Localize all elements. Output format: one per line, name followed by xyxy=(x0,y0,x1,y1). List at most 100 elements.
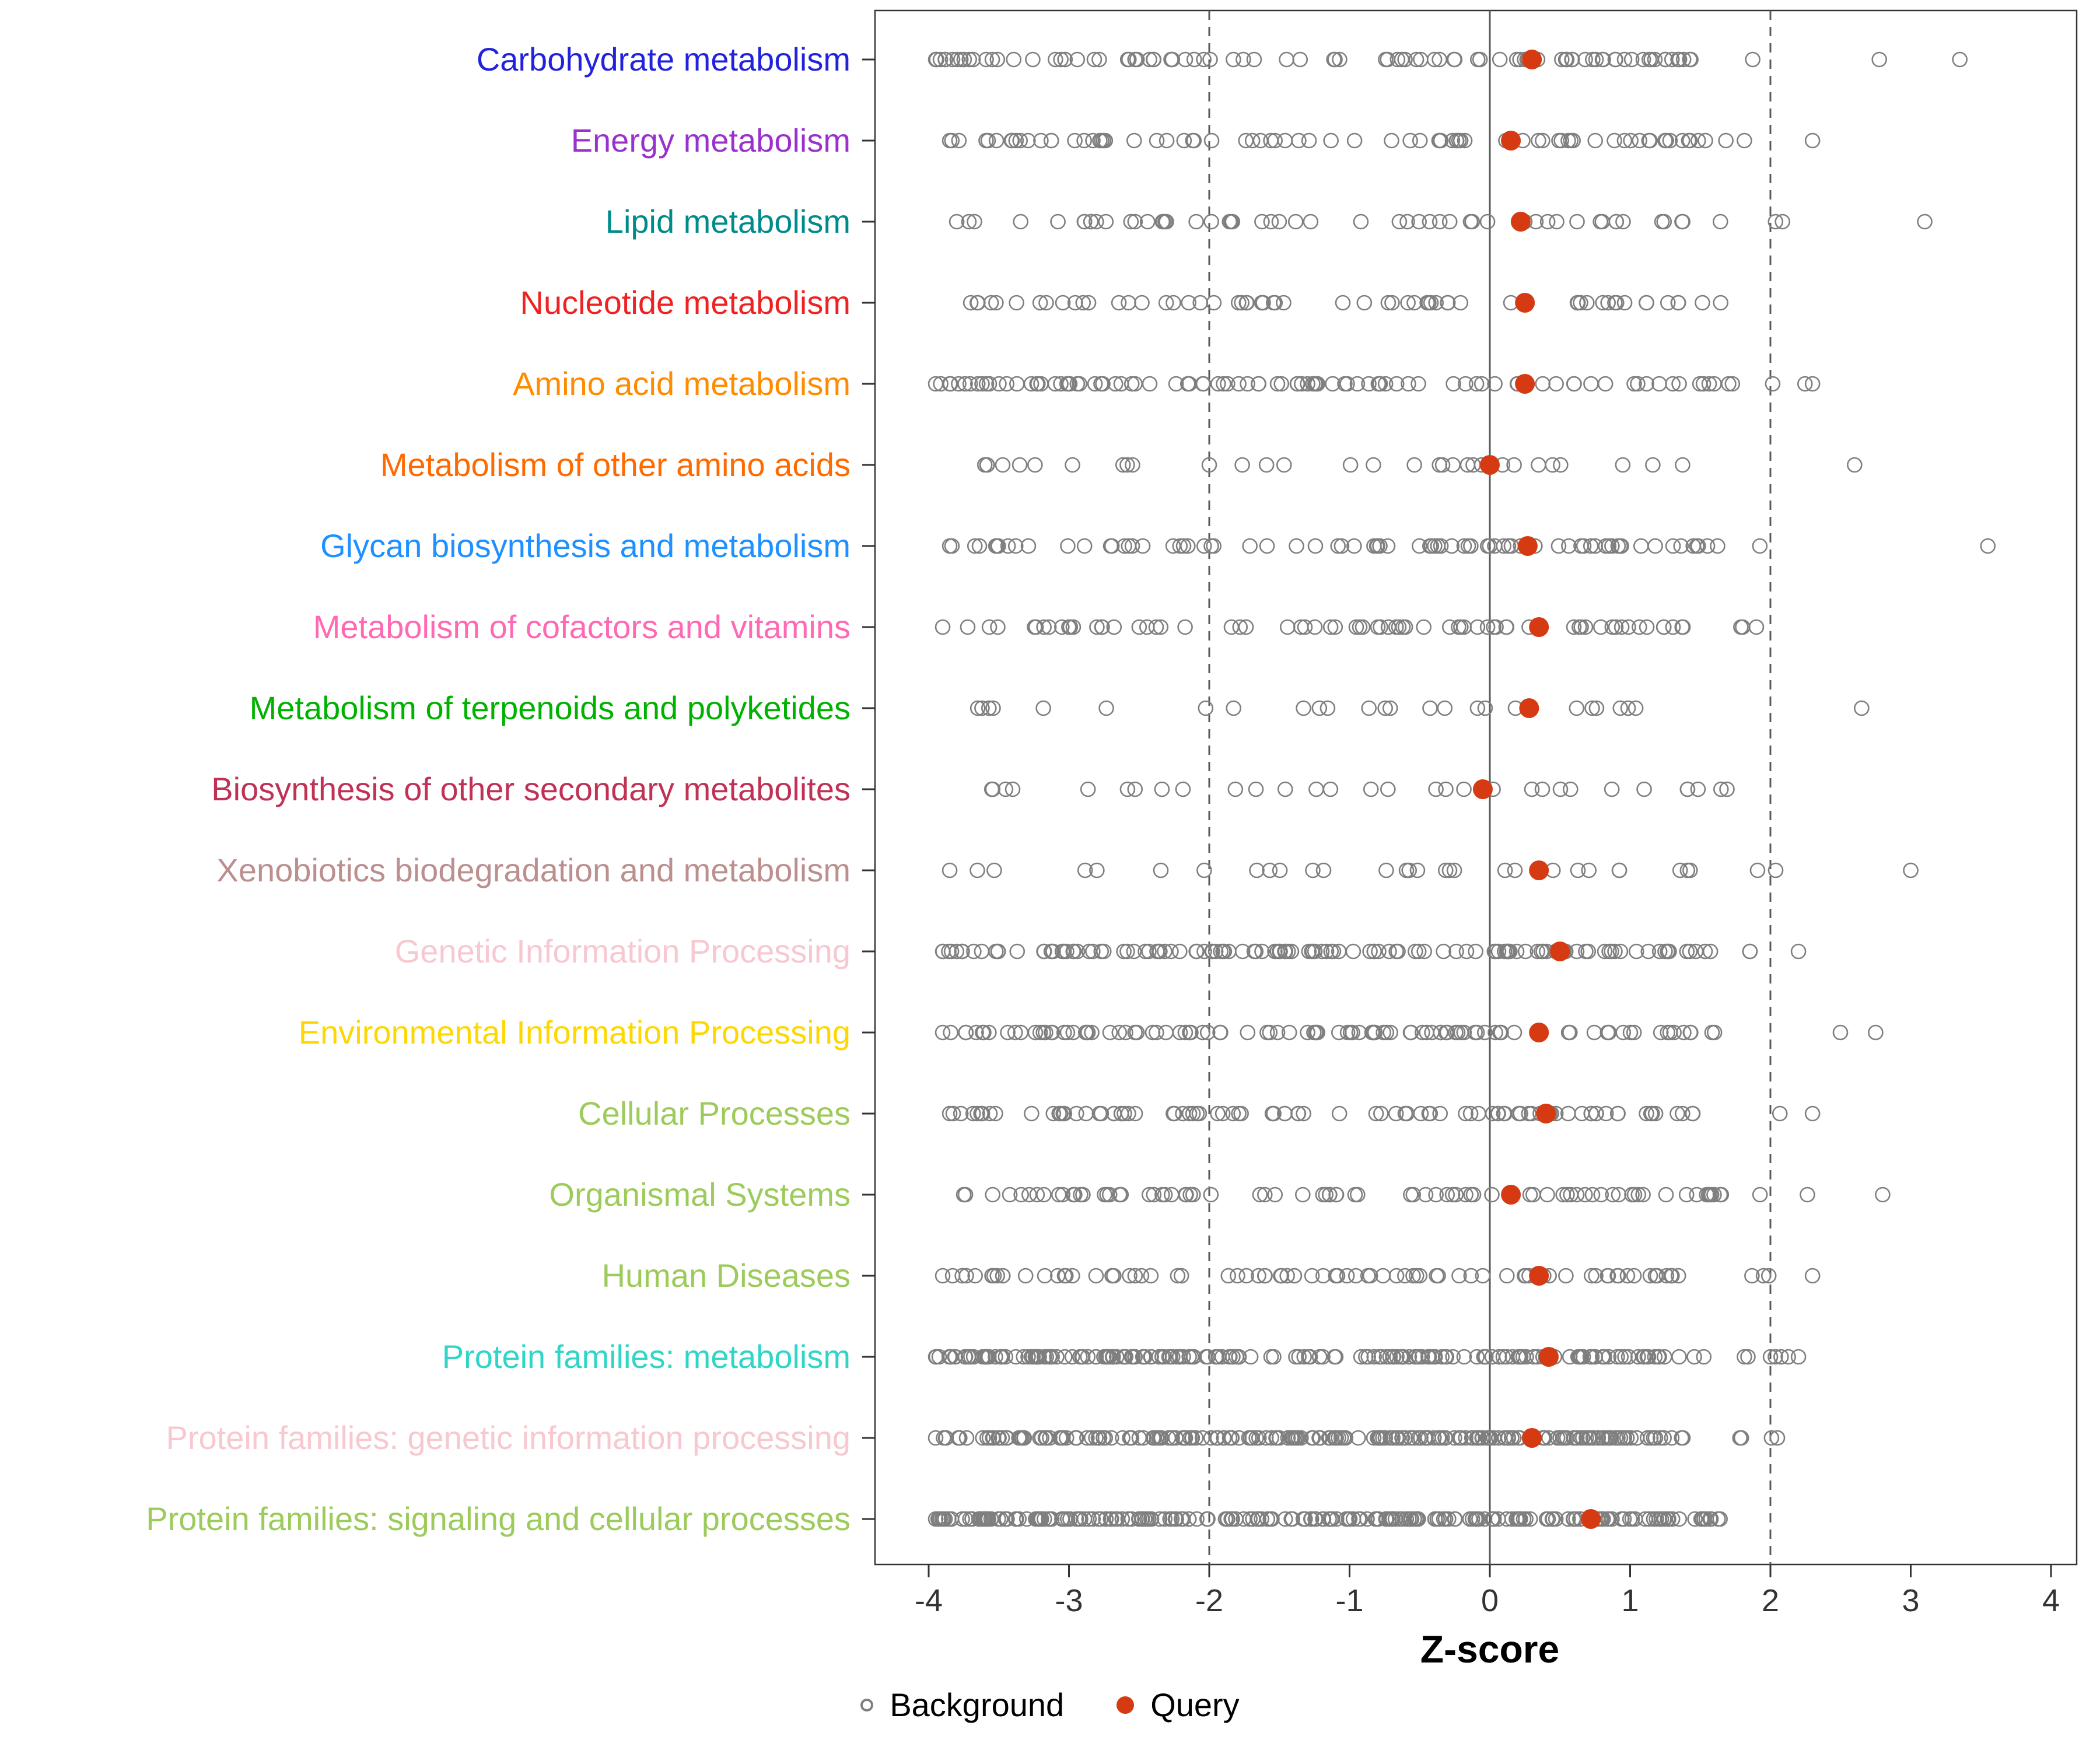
background-point xyxy=(1373,1105,1389,1122)
background-point xyxy=(1650,1349,1667,1365)
background-point xyxy=(1262,1024,1278,1041)
background-point xyxy=(1500,943,1516,960)
background-point xyxy=(1406,457,1422,473)
background-point xyxy=(1199,1024,1216,1041)
background-point xyxy=(1620,700,1636,716)
background-point xyxy=(1539,214,1556,230)
background-point xyxy=(1616,295,1633,311)
background-point xyxy=(1347,1186,1363,1203)
background-point xyxy=(1384,132,1399,149)
background-point xyxy=(1475,1268,1491,1284)
background-point xyxy=(1320,700,1336,716)
background-point xyxy=(1011,1511,1027,1527)
background-point xyxy=(1594,1349,1611,1365)
background-point xyxy=(1549,214,1564,230)
background-point xyxy=(1479,1430,1496,1446)
background-point xyxy=(1231,1430,1247,1446)
background-point xyxy=(1254,295,1270,311)
background-point xyxy=(1110,1511,1125,1527)
background-point xyxy=(1524,781,1540,797)
background-point xyxy=(1246,51,1262,68)
background-point xyxy=(975,1430,991,1446)
background-point xyxy=(1416,943,1432,960)
query-point xyxy=(1517,536,1538,556)
background-point xyxy=(1447,1430,1462,1446)
background-point xyxy=(978,51,994,68)
background-point xyxy=(1604,619,1620,635)
background-point xyxy=(943,943,960,960)
background-point xyxy=(1456,538,1472,554)
background-point xyxy=(1362,943,1378,960)
background-point xyxy=(1373,619,1388,635)
background-point xyxy=(1414,1349,1430,1365)
background-point xyxy=(1660,295,1676,311)
background-point xyxy=(932,51,949,68)
background-point xyxy=(1013,1186,1029,1203)
background-point xyxy=(1628,700,1644,716)
background-point xyxy=(967,1268,983,1284)
background-point xyxy=(1363,781,1379,797)
background-point xyxy=(1601,943,1617,960)
background-point xyxy=(1250,376,1266,392)
background-point xyxy=(1665,538,1681,554)
background-point xyxy=(1431,1511,1447,1527)
query-point xyxy=(1522,50,1542,69)
background-point xyxy=(1066,943,1082,960)
background-point xyxy=(928,51,944,68)
background-point xyxy=(991,1430,1007,1446)
background-point xyxy=(1660,943,1675,960)
background-point xyxy=(1097,132,1114,149)
background-point xyxy=(1266,295,1282,311)
background-point xyxy=(943,1024,959,1041)
background-point xyxy=(1256,1186,1273,1203)
background-point xyxy=(1381,943,1397,960)
background-point xyxy=(970,295,986,311)
background-point xyxy=(1075,295,1091,311)
background-point xyxy=(1587,132,1604,149)
background-point xyxy=(1085,943,1101,960)
x-tick-label: -2 xyxy=(1195,1583,1223,1618)
background-point xyxy=(1353,1349,1369,1365)
background-point xyxy=(1329,1511,1345,1527)
background-point xyxy=(1538,1511,1555,1527)
background-point xyxy=(1558,1268,1574,1284)
background-point xyxy=(1136,1349,1152,1365)
x-tick-label: 0 xyxy=(1481,1583,1499,1618)
background-point xyxy=(1613,538,1629,554)
background-point xyxy=(1111,1186,1128,1203)
background-point xyxy=(1416,619,1432,635)
background-point xyxy=(1426,1349,1443,1365)
background-point xyxy=(1585,51,1601,68)
background-point xyxy=(1076,132,1092,149)
background-point xyxy=(1188,214,1204,230)
background-point xyxy=(1103,1430,1119,1446)
background-point xyxy=(1368,1105,1384,1122)
background-point xyxy=(1012,132,1028,149)
background-point xyxy=(1768,862,1784,878)
background-point xyxy=(1254,943,1270,960)
background-point xyxy=(1242,1430,1259,1446)
background-point xyxy=(1380,538,1396,554)
background-point xyxy=(1175,538,1192,554)
background-point xyxy=(1588,700,1605,716)
background-point xyxy=(1171,1349,1188,1365)
query-point xyxy=(1550,942,1570,961)
background-point xyxy=(1670,1105,1685,1122)
background-point xyxy=(1352,619,1368,635)
background-point xyxy=(1143,1349,1158,1365)
background-point xyxy=(1143,1268,1159,1284)
background-point xyxy=(1569,1186,1585,1203)
background-point xyxy=(1585,1430,1601,1446)
background-point xyxy=(1418,1430,1434,1446)
background-point xyxy=(1075,1186,1091,1203)
background-point xyxy=(1408,51,1424,68)
background-point xyxy=(1639,619,1655,635)
background-point xyxy=(1079,1430,1095,1446)
background-point xyxy=(1203,538,1219,554)
background-point xyxy=(1452,295,1469,311)
background-point xyxy=(965,1105,981,1122)
background-point xyxy=(1226,700,1241,716)
category-label: Genetic Information Processing xyxy=(395,933,850,970)
background-point xyxy=(928,1349,944,1365)
background-point xyxy=(1647,1105,1664,1122)
